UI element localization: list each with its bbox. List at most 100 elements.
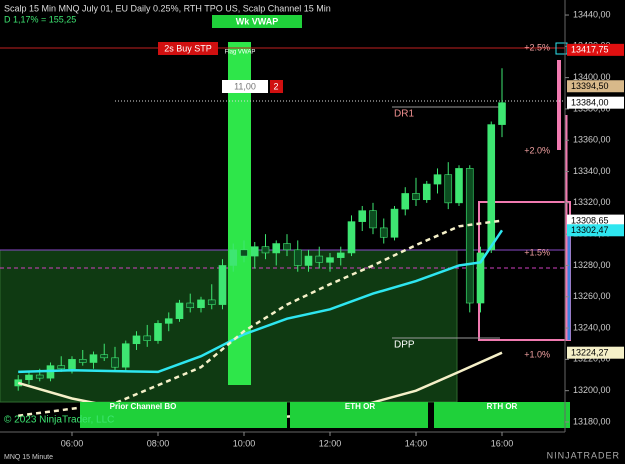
candle-body bbox=[57, 365, 66, 370]
order-label: 2s Buy STP bbox=[164, 43, 212, 53]
y-tick-label: 13280,00 bbox=[573, 260, 611, 270]
x-tick-label: 08:00 bbox=[147, 438, 170, 448]
pct-label: +2.5% bbox=[524, 42, 550, 52]
price-marker bbox=[567, 214, 624, 227]
background-shapes bbox=[0, 42, 571, 403]
price-marker bbox=[567, 80, 624, 93]
pct-label: +2.0% bbox=[524, 145, 550, 155]
indicator-line bbox=[18, 219, 503, 417]
rth-label: RTH OR bbox=[487, 402, 518, 411]
candle-body bbox=[164, 318, 173, 324]
dr1-label: DR1 bbox=[394, 109, 414, 120]
pct-label: +1.0% bbox=[524, 349, 550, 359]
x-tick-label: 10:00 bbox=[233, 438, 256, 448]
order-box bbox=[158, 42, 218, 55]
candle-body bbox=[326, 257, 334, 263]
x-tick-label: 16:00 bbox=[491, 438, 514, 448]
prior-label: Prior Channel BO bbox=[110, 402, 177, 411]
candle-body bbox=[315, 255, 324, 263]
candle-body bbox=[250, 246, 259, 257]
candle-body bbox=[444, 174, 453, 204]
candle-body bbox=[336, 252, 345, 258]
candle-body bbox=[369, 210, 377, 229]
rth-bar bbox=[434, 402, 570, 428]
eth-bar bbox=[290, 402, 428, 428]
qty-box bbox=[222, 80, 268, 93]
candle-body bbox=[390, 208, 399, 238]
qty-label: 11,00 bbox=[234, 81, 256, 91]
copyright: © 2023 NinjaTrader, LLC bbox=[4, 415, 114, 426]
candle-body bbox=[261, 246, 270, 254]
candle-body bbox=[465, 168, 474, 304]
candle-body bbox=[283, 243, 291, 251]
x-tick-label: 06:00 bbox=[61, 438, 84, 448]
candle-body bbox=[197, 299, 205, 309]
candle-body bbox=[304, 255, 313, 266]
candle-body bbox=[68, 359, 76, 370]
x-tick-label: 12:00 bbox=[319, 438, 342, 448]
candle-body bbox=[293, 249, 302, 266]
instrument: MNQ 15 Minute bbox=[4, 454, 53, 461]
price-marker-label: 13384,00 bbox=[571, 98, 609, 108]
count-box bbox=[270, 80, 283, 93]
y-tick-label: 13340,00 bbox=[573, 166, 611, 176]
count-label: 2 bbox=[273, 81, 278, 91]
wk-vwap-box bbox=[212, 15, 302, 28]
candle-body bbox=[229, 249, 238, 266]
y-tick-label: 13320,00 bbox=[573, 197, 611, 207]
candle-body bbox=[121, 343, 130, 368]
candle-body bbox=[272, 243, 281, 254]
candle-body bbox=[89, 354, 98, 363]
price-marker bbox=[567, 96, 624, 109]
y-tick-label: 13180,00 bbox=[573, 416, 611, 426]
brand: NINJATRADER bbox=[547, 450, 620, 460]
candle-body bbox=[476, 252, 485, 304]
candle-body bbox=[358, 210, 367, 222]
candle-body bbox=[186, 302, 195, 309]
candle-body bbox=[487, 124, 496, 251]
header-stat: D 1,17% = 155,25 bbox=[4, 14, 76, 24]
flag-label: Flag VWAP bbox=[225, 50, 256, 56]
wk-vwap-bar bbox=[228, 42, 251, 385]
candle-body bbox=[100, 354, 109, 359]
candle-body bbox=[25, 374, 33, 381]
candle-body bbox=[379, 227, 388, 238]
x-tick-label: 14:00 bbox=[405, 438, 428, 448]
candle-body bbox=[218, 265, 227, 305]
candle-body bbox=[111, 357, 119, 368]
candle-body bbox=[143, 335, 152, 341]
candle-body bbox=[132, 335, 141, 345]
y-tick-label: 13220,00 bbox=[573, 354, 611, 364]
pct-label: +1.5% bbox=[524, 247, 550, 257]
candle-body bbox=[412, 193, 420, 201]
header-title: Scalp 15 Min MNQ July 01, EU Daily 0.25%… bbox=[4, 3, 331, 13]
candle-body bbox=[175, 302, 184, 319]
candle-body bbox=[35, 374, 44, 379]
price-marker-label: 13308,65 bbox=[571, 215, 609, 225]
wk-vwap-label: Wk VWAP bbox=[236, 16, 279, 26]
candle-body bbox=[498, 102, 506, 125]
candle-body bbox=[455, 168, 463, 204]
candle-body bbox=[433, 174, 442, 185]
candle-body bbox=[154, 323, 162, 341]
candle-body bbox=[78, 359, 87, 363]
candle-body bbox=[401, 193, 410, 210]
y-tick-label: 13400,00 bbox=[573, 72, 611, 82]
candle-body bbox=[422, 183, 431, 201]
price-marker bbox=[567, 43, 624, 56]
indicator-line bbox=[18, 229, 504, 374]
price-marker bbox=[567, 224, 624, 237]
dpp-label: DPP bbox=[394, 340, 415, 351]
price-marker bbox=[567, 346, 624, 359]
eth-label: ETH OR bbox=[345, 402, 375, 411]
candle-body bbox=[240, 249, 248, 257]
price-marker-label: 13417,75 bbox=[571, 45, 609, 55]
candle-body bbox=[347, 221, 356, 254]
candle-body bbox=[207, 299, 216, 305]
price-marker-label: 13302,47 bbox=[571, 225, 609, 235]
price-marker-label: 13394,50 bbox=[571, 81, 609, 91]
y-tick-label: 13200,00 bbox=[573, 385, 611, 395]
y-tick-label: 13360,00 bbox=[573, 135, 611, 145]
